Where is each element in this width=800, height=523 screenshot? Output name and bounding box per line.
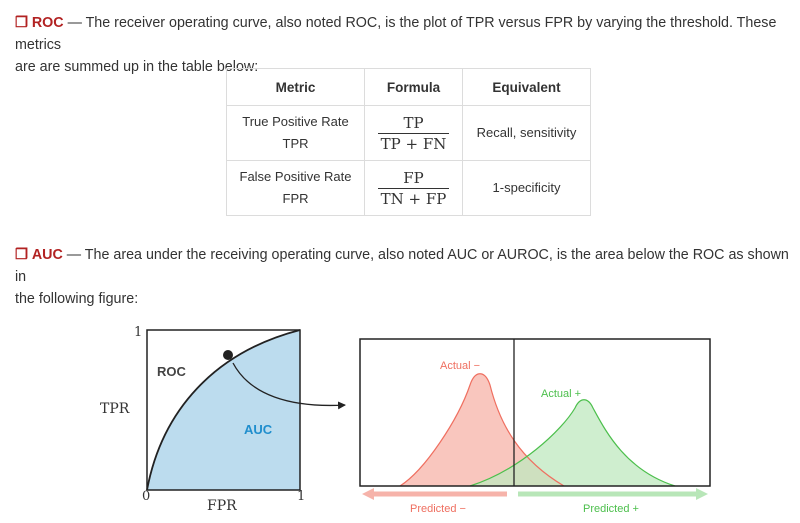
metric-name: False Positive Rate — [239, 169, 352, 184]
header-metric: Metric — [226, 68, 365, 106]
negative-distribution-curve — [399, 373, 565, 487]
metric-abbr: FPR — [282, 191, 309, 206]
formula-cell: TP TP + FN — [364, 105, 463, 161]
threshold-point — [223, 350, 233, 360]
formula-denominator: TN + FP — [377, 187, 450, 209]
distribution-plot: Actual − Actual + Predicted − Predicted … — [359, 338, 711, 515]
formula-fraction: TP TP + FN — [377, 113, 450, 154]
predicted-negative-arrowhead — [362, 488, 374, 500]
predicted-negative-label: Predicted − — [410, 503, 466, 515]
predicted-positive-arrowhead — [696, 488, 708, 500]
origin-label: 0 — [142, 489, 150, 504]
roc-curve — [146, 329, 301, 491]
distribution-plot-frame — [359, 338, 711, 487]
formula-numerator: TP — [403, 113, 424, 132]
metrics-table: Metric Formula Equivalent True Positive … — [226, 68, 591, 216]
formula-cell: FP TN + FP — [364, 160, 463, 216]
roc-plot: 1 0 1 TPR FPR ROC AUC — [100, 325, 346, 514]
negative-distribution-fill — [400, 373, 564, 486]
metric-abbr: TPR — [282, 136, 309, 151]
auc-area-label: AUC — [244, 422, 273, 437]
formula-fraction: FP TN + FP — [377, 168, 450, 209]
equivalent-cell: Recall, sensitivity — [462, 105, 591, 161]
roc-text-line2: are are summed up in the table below: — [15, 59, 259, 75]
table-row: True Positive Rate TPR TP TP + FN Recall… — [226, 105, 591, 161]
roc-paragraph: ❒ ROC — The receiver operating curve, al… — [15, 12, 790, 78]
actual-positive-label: Actual + — [541, 388, 581, 400]
metric-name: True Positive Rate — [242, 114, 349, 129]
threshold-arrow — [232, 362, 346, 410]
actual-negative-label: Actual − — [440, 360, 480, 372]
checkbox-icon: ❒ — [15, 15, 28, 31]
auc-term: AUC — [31, 247, 63, 263]
formula-denominator: TP + FN — [377, 132, 450, 154]
predicted-positive-label: Predicted + — [583, 503, 639, 515]
auc-text-line1: — The area under the receiving operating… — [15, 247, 789, 285]
checkbox-icon: ❒ — [15, 247, 28, 263]
header-equivalent: Equivalent — [462, 68, 591, 106]
table-header-row: Metric Formula Equivalent — [226, 68, 591, 106]
equivalent-cell: 1-specificity — [462, 160, 591, 216]
x-tick-right: 1 — [297, 489, 305, 504]
auc-text-line2: the following figure: — [15, 291, 139, 307]
positive-distribution-curve — [469, 399, 676, 487]
metric-cell: True Positive Rate TPR — [226, 105, 365, 161]
y-tick-top: 1 — [134, 325, 142, 340]
auc-paragraph: ❒ AUC — The area under the receiving ope… — [15, 244, 790, 310]
roc-curve-label: ROC — [157, 364, 187, 379]
auc-area — [147, 330, 300, 490]
positive-distribution-fill — [470, 399, 675, 486]
roc-text-line1: — The receiver operating curve, also not… — [15, 15, 777, 53]
roc-plot-frame — [146, 329, 301, 491]
roc-term: ROC — [31, 15, 64, 31]
table-row: False Positive Rate FPR FP TN + FP 1-spe… — [226, 160, 591, 216]
formula-numerator: FP — [403, 168, 424, 187]
header-formula: Formula — [364, 68, 463, 106]
metric-cell: False Positive Rate FPR — [226, 160, 365, 216]
x-axis-label: FPR — [207, 498, 237, 514]
y-axis-label: TPR — [100, 401, 130, 417]
